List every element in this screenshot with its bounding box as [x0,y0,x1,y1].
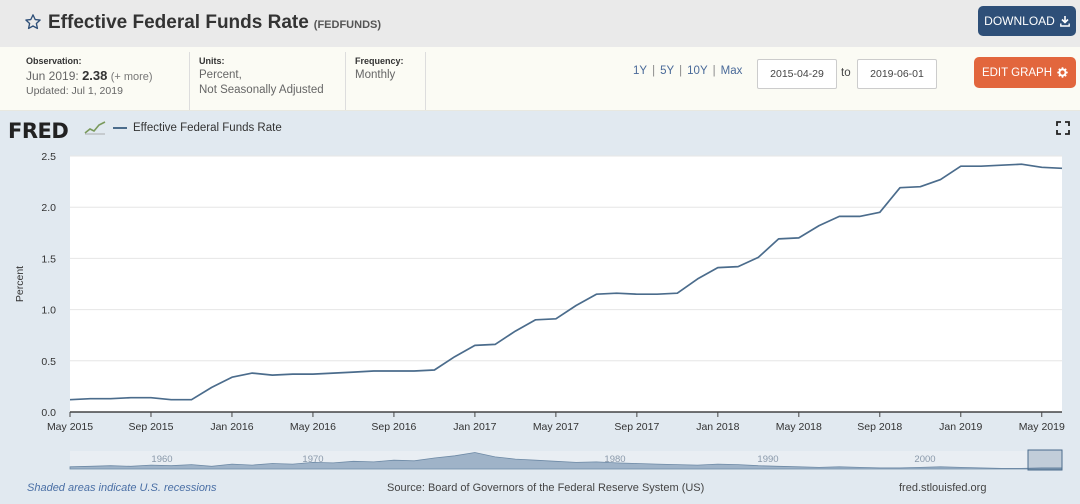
x-tick-label: Jan 2019 [939,421,982,433]
fullscreen-icon[interactable] [1056,121,1070,135]
recessions-note[interactable]: Shaded areas indicate U.S. recessions [27,482,217,494]
legend-swatch [113,127,127,129]
header-bar: Effective Federal Funds Rate (FEDFUNDS) … [0,0,1080,47]
download-button[interactable]: DOWNLOAD [978,6,1076,36]
y-tick-label: 0.0 [41,407,56,419]
navigator-history-shape [69,452,1063,470]
start-date-input[interactable]: 2015-04-29 [757,59,837,89]
edit-graph-label: EDIT GRAPH [981,66,1053,79]
frequency-value: Monthly [355,69,396,81]
observation-label: Observation: [26,56,82,66]
plot-area [70,156,1062,412]
units-block: Units: Percent, Not Seasonally Adjusted [189,52,353,110]
x-tick-label: Jan 2018 [696,421,739,433]
x-tick-label: May 2019 [1019,421,1065,433]
units-label: Units: [199,56,225,66]
x-tick-label: May 2017 [533,421,579,433]
end-date-input[interactable]: 2019-06-01 [857,59,937,89]
y-tick-label: 1.5 [41,253,56,265]
x-tick-label: May 2018 [776,421,822,433]
x-tick-label: Jan 2017 [453,421,496,433]
series-id: (FEDFUNDS) [313,19,382,31]
to-label: to [841,67,851,79]
units-line-1: Percent, [199,69,242,81]
meta-bar: Observation: Jun 2019: 2.38 (+ more) Upd… [0,47,1080,111]
frequency-label: Frequency: [355,56,404,66]
edit-graph-button[interactable]: EDIT GRAPH [974,57,1076,88]
line-chart: 0.0 0.5 1.0 1.5 2.0 2.5 Percent May 2015 Sep 201… [14,151,1065,471]
y-axis-label: Percent [14,266,26,302]
units-line-2: Not Seasonally Adjusted [199,84,324,96]
range-1y[interactable]: 1Y [633,65,648,77]
series-line [69,163,1063,401]
gear-icon [1057,67,1068,78]
legend-label: Effective Federal Funds Rate [133,122,282,134]
navigator-selection-handle [1027,449,1063,471]
x-tick-label: Sep 2018 [857,421,902,433]
fred-chart-icon [84,121,106,135]
site-link[interactable]: fred.stlouisfed.org [899,482,987,494]
range-separator: | [679,65,683,77]
source-note: Source: Board of Governors of the Federa… [387,482,705,494]
updated-date: Updated: Jul 1, 2019 [26,85,123,97]
x-tick-label: May 2015 [47,421,93,433]
units-value: Percent, Not Seasonally Adjusted [199,68,353,98]
y-tick-label: 0.5 [41,356,56,368]
y-tick-label: 2.5 [41,151,56,163]
navigator-year-label: 1990 [757,454,778,465]
x-tick-label: May 2016 [290,421,336,433]
navigator-year-label: 1980 [604,454,625,465]
navigator-year-label: 2000 [914,454,935,465]
observation-value: 2.38 [82,68,108,83]
range-links: 1Y | 5Y | 10Y | Max [633,65,742,77]
page-title: Effective Federal Funds Rate [48,12,309,33]
range-max[interactable]: Max [720,65,743,77]
navigator-year-label: 1970 [302,454,323,465]
frequency-block: Frequency: Monthly [345,52,426,110]
title-group: Effective Federal Funds Rate (FEDFUNDS) [24,10,381,34]
range-5y[interactable]: 5Y [660,65,675,77]
download-icon [1059,15,1070,27]
observation-block: Observation: Jun 2019: 2.38 (+ more) Upd… [26,56,186,97]
x-tick-label: Sep 2015 [128,421,173,433]
fred-logo: FRED [8,119,69,143]
range-separator: | [652,65,656,77]
observation-period: Jun 2019: [26,69,79,83]
range-separator: | [712,65,716,77]
star-icon[interactable] [24,13,42,31]
observation-line: Jun 2019: 2.38 (+ more) [26,68,186,83]
x-tick-label: Sep 2016 [371,421,416,433]
y-tick-label: 1.0 [41,305,56,317]
download-label: DOWNLOAD [984,14,1055,28]
observation-more-link[interactable]: (+ more) [110,71,153,83]
navigator-year-label: 1960 [151,454,172,465]
x-tick-label: Jan 2016 [210,421,253,433]
x-tick-label: Sep 2017 [614,421,659,433]
y-tick-label: 2.0 [41,202,56,214]
chart-legend: Effective Federal Funds Rate [113,122,282,134]
range-10y[interactable]: 10Y [687,65,708,77]
